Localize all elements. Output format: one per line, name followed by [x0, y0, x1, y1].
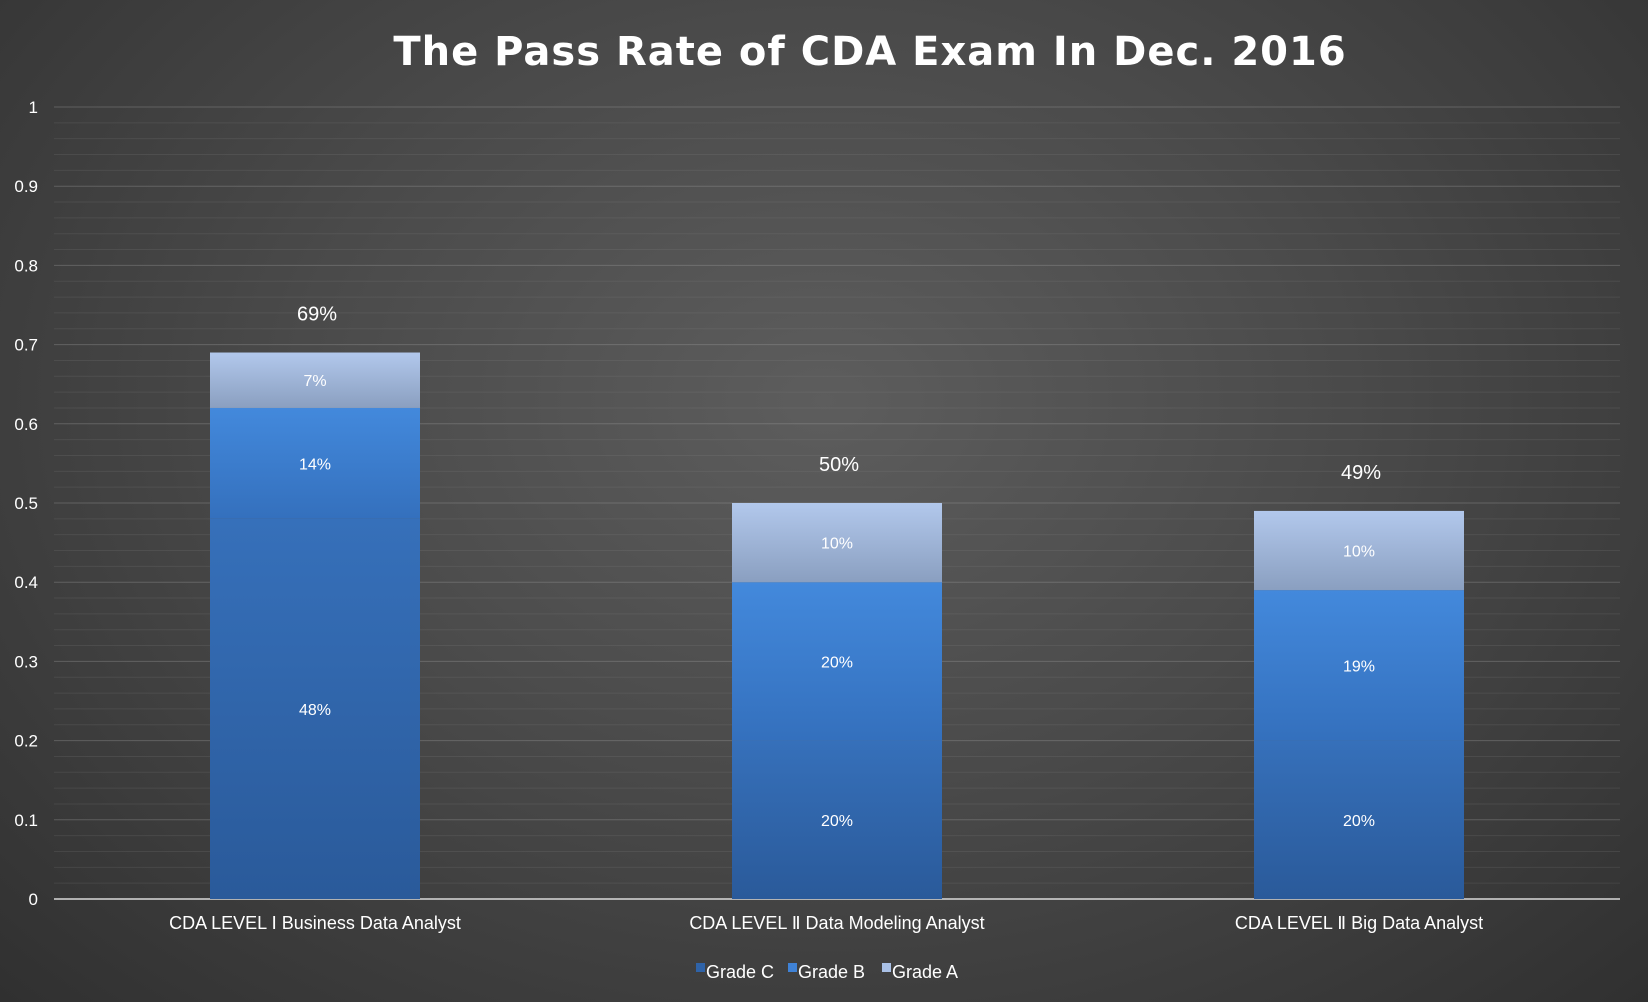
- chart-title: The Pass Rate of CDA Exam In Dec. 2016: [393, 29, 1346, 75]
- segment-data-label: 20%: [1343, 813, 1375, 830]
- y-tick-label: 0.4: [14, 573, 38, 592]
- segment-data-label: 19%: [1343, 658, 1375, 675]
- bar-segment-grade-a: [732, 503, 942, 583]
- y-tick-label: 0.1: [14, 811, 38, 830]
- bar-segment-grade-c: [732, 740, 942, 899]
- segment-data-label: 20%: [821, 654, 853, 671]
- bar-segment-grade-b: [1254, 590, 1464, 741]
- legend-label: Grade B: [798, 962, 865, 982]
- total-data-label: 69%: [297, 304, 337, 326]
- bars: [210, 352, 1464, 899]
- y-tick-label: 0.3: [14, 652, 38, 671]
- segment-data-label: 10%: [1343, 544, 1375, 561]
- segment-data-label: 48%: [299, 702, 331, 719]
- legend-swatch-grade-c: [696, 963, 705, 972]
- data-labels: 48% 14% 7% 69% 20% 20% 10% 50% 20% 19% 10% 49%: [297, 304, 1381, 830]
- y-tick-label: 0.8: [14, 256, 38, 275]
- legend-swatch-grade-b: [788, 963, 797, 972]
- x-tick-label: CDA LEVEL Ⅰ Business Data Analyst: [169, 913, 461, 933]
- legend-label: Grade A: [892, 962, 958, 982]
- y-tick-label: 1: [29, 98, 38, 117]
- legend-label: Grade C: [706, 962, 774, 982]
- segment-data-label: 14%: [299, 456, 331, 473]
- bar-segment-grade-b: [732, 582, 942, 741]
- total-data-label: 50%: [819, 454, 859, 476]
- y-tick-label: 0.7: [14, 336, 38, 355]
- segment-data-label: 20%: [821, 813, 853, 830]
- x-tick-label: CDA LEVEL Ⅱ Big Data Analyst: [1235, 913, 1483, 933]
- legend: Grade C Grade B Grade A: [696, 962, 958, 982]
- segment-data-label: 7%: [303, 373, 326, 390]
- y-tick-label: 0.5: [14, 494, 38, 513]
- legend-swatch-grade-a: [882, 963, 891, 972]
- segment-data-label: 10%: [821, 536, 853, 553]
- y-tick-label: 0: [29, 890, 38, 909]
- y-tick-label: 0.9: [14, 177, 38, 196]
- y-tick-label: 0.2: [14, 732, 38, 751]
- total-data-label: 49%: [1341, 462, 1381, 484]
- x-tick-label: CDA LEVEL Ⅱ Data Modeling Analyst: [689, 913, 984, 933]
- bar-segment-grade-a: [1254, 510, 1464, 591]
- bar-segment-grade-b: [210, 407, 420, 519]
- y-tick-label: 0.6: [14, 415, 38, 434]
- bar-segment-grade-c: [1254, 740, 1464, 899]
- bar-segment-grade-a: [210, 352, 420, 408]
- bar-segment-grade-c: [210, 518, 420, 899]
- x-axis: CDA LEVEL Ⅰ Business Data Analyst CDA LEV…: [169, 913, 1483, 933]
